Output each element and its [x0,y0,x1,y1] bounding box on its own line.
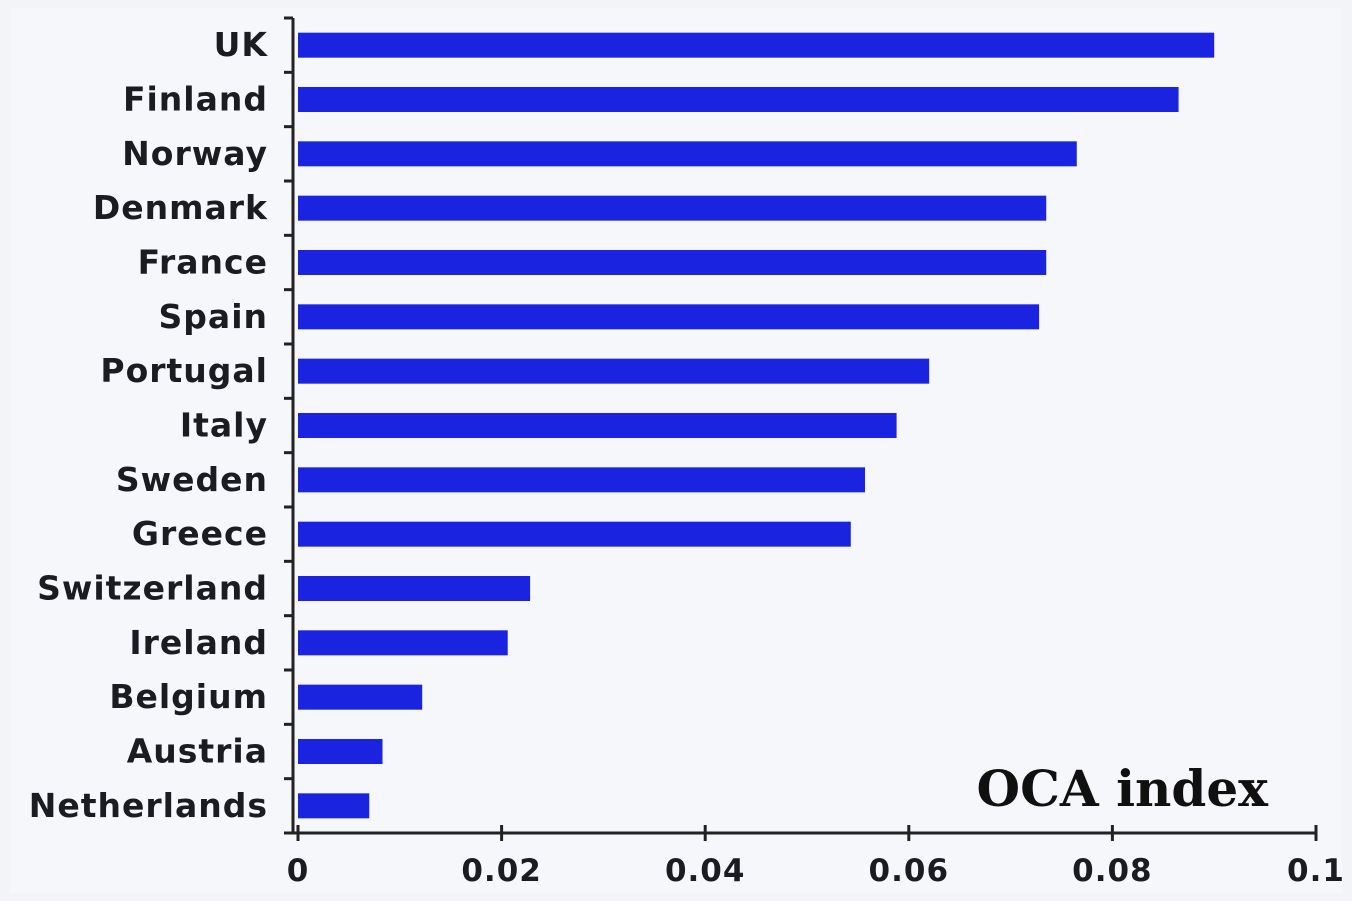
bar-portugal [298,358,930,384]
bar-switzerland [298,576,531,601]
category-label-ireland: Ireland [129,623,268,662]
bar-spain [298,304,1040,330]
category-label-sweden: Sweden [116,460,268,499]
category-labels-group: UK Finland Norway Denmark France Spain Portuga… [29,25,269,825]
category-label-italy: Italy [180,406,268,445]
bar-uk [298,32,1215,58]
x-tick-label: 0.02 [461,853,542,889]
axes-group [284,16,1316,835]
x-tick-label: 0.08 [1072,853,1153,889]
bar-sweden [298,467,866,493]
category-label-spain: Spain [159,297,268,336]
bar-finland [298,87,1179,112]
category-label-denmark: Denmark [93,188,268,227]
bar-austria [298,739,383,764]
bar-belgium [298,684,423,710]
x-tick-label: 0.06 [869,853,950,889]
category-label-france: France [138,243,268,282]
bar-netherlands [298,793,370,819]
x-ticks-group: 0 0.02 0.04 0.06 0.08 0.1 [287,825,1345,889]
category-label-finland: Finland [123,80,268,119]
bar-france [298,250,1047,275]
chart-title: OCA index [977,759,1270,818]
bar-denmark [298,195,1047,221]
x-tick-label: 0 [287,853,310,889]
bar-norway [298,141,1077,167]
bar-greece [298,521,851,547]
category-label-belgium: Belgium [109,677,268,716]
category-label-norway: Norway [122,134,268,173]
x-tick-label: 0.04 [665,853,746,889]
bar-italy [298,413,897,438]
category-label-netherlands: Netherlands [29,786,268,825]
category-label-greece: Greece [132,514,268,553]
category-label-austria: Austria [127,732,268,771]
bar-ireland [298,630,508,656]
category-label-uk: UK [214,25,269,64]
category-label-switzerland: Switzerland [37,569,268,608]
bars-group [298,32,1215,819]
x-tick-label: 0.1 [1287,853,1345,889]
category-label-portugal: Portugal [100,351,268,390]
